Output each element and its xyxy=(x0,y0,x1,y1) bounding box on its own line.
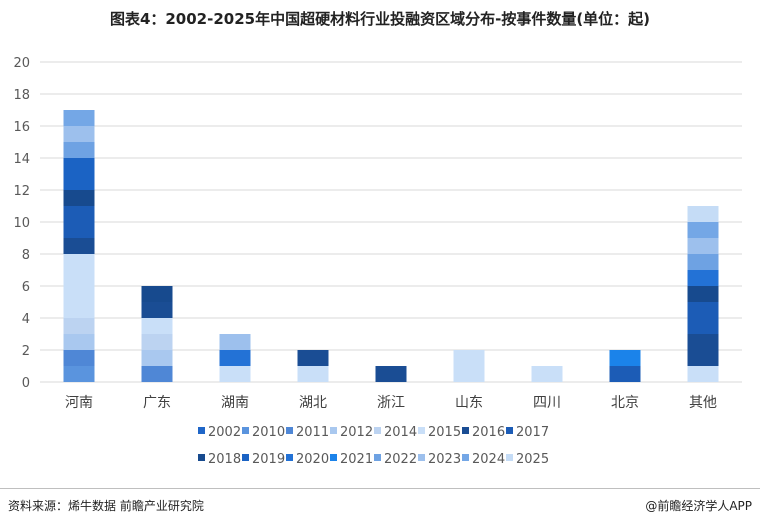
bar-segment xyxy=(141,366,173,382)
legend-label: 2025 xyxy=(516,452,549,467)
legend-label: 2020 xyxy=(296,452,329,467)
legend-swatch xyxy=(286,427,293,434)
bar-segment xyxy=(687,302,719,334)
legend-label: 2011 xyxy=(296,425,329,440)
legend-label: 2021 xyxy=(340,452,373,467)
chart-title: 图表4：2002-2025年中国超硬材料行业投融资区域分布-按事件数量(单位：起… xyxy=(109,10,651,28)
bar-segment xyxy=(297,366,329,382)
y-tick-label: 4 xyxy=(22,312,30,327)
y-tick-label: 12 xyxy=(13,184,30,199)
legend-label: 2002 xyxy=(208,425,241,440)
y-tick-label: 2 xyxy=(22,344,30,359)
bar-segment xyxy=(687,238,719,254)
source-note: 资料来源：烯牛数据 前瞻产业研究院 xyxy=(8,499,204,513)
bar-segment xyxy=(141,286,173,302)
bar-segment xyxy=(63,110,95,126)
legend-label: 2023 xyxy=(428,452,461,467)
bar-segment xyxy=(219,334,251,350)
credit-note: @前瞻经济学人APP xyxy=(645,499,752,513)
x-category-label: 浙江 xyxy=(377,395,405,411)
legend-swatch xyxy=(462,454,469,461)
legend-swatch xyxy=(242,454,249,461)
legend-swatch xyxy=(418,427,425,434)
legend-swatch xyxy=(462,427,469,434)
bar-segment xyxy=(63,142,95,158)
legend-label: 2010 xyxy=(252,425,285,440)
bar-segment xyxy=(141,350,173,366)
bar-segment xyxy=(687,222,719,238)
bar-segment xyxy=(63,126,95,142)
legend-swatch xyxy=(374,454,381,461)
y-tick-label: 6 xyxy=(22,280,30,295)
bar-segment xyxy=(609,366,641,382)
bar-segment xyxy=(63,238,95,254)
bar-segment xyxy=(63,318,95,334)
bar-segment xyxy=(63,350,95,366)
legend-label: 2022 xyxy=(384,452,417,467)
legend-label: 2016 xyxy=(472,425,505,440)
y-axis-ticks: 0 2 4 6 8 10 12 14 16 18 20 xyxy=(13,56,30,391)
legend-swatch xyxy=(330,427,337,434)
x-category-label: 四川 xyxy=(533,395,561,411)
legend-swatch xyxy=(374,427,381,434)
x-category-label: 其他 xyxy=(689,395,717,411)
bar-segment xyxy=(687,270,719,286)
legend-label: 2015 xyxy=(428,425,461,440)
bar-segment xyxy=(63,334,95,350)
x-category-label: 北京 xyxy=(611,395,639,411)
bar-segment xyxy=(141,302,173,318)
legend-swatch xyxy=(198,454,205,461)
y-tick-label: 16 xyxy=(13,120,30,135)
bar-segment xyxy=(531,366,563,382)
x-category-label: 湖北 xyxy=(299,395,327,411)
y-tick-label: 8 xyxy=(22,248,30,263)
bar-segment xyxy=(219,350,251,366)
bar-segment xyxy=(687,334,719,366)
y-tick-label: 20 xyxy=(13,56,30,71)
legend-swatch xyxy=(286,454,293,461)
legend-label: 2019 xyxy=(252,452,285,467)
bar-segment xyxy=(687,206,719,222)
bar-segment xyxy=(63,190,95,206)
legend-label: 2024 xyxy=(472,452,505,467)
bar-segment xyxy=(687,254,719,270)
bar-segment xyxy=(687,366,719,382)
y-tick-label: 14 xyxy=(13,152,30,167)
bar-segment xyxy=(609,350,641,366)
legend-label: 2012 xyxy=(340,425,373,440)
bar-segment xyxy=(63,366,95,382)
bar-segment xyxy=(687,286,719,302)
stacked-bar-chart: 0 2 4 6 8 10 12 14 16 18 20 河南 广东 湖南 湖北 浙江 山东 四川 北京 其他 200… xyxy=(13,56,742,467)
bar-segment xyxy=(297,350,329,366)
legend-swatch xyxy=(330,454,337,461)
bar-segment xyxy=(63,254,95,318)
footer-divider xyxy=(0,488,760,489)
legend-swatch xyxy=(242,427,249,434)
bar-segment xyxy=(219,366,251,382)
legend: 2002 2010 2011 2012 2014 2015 2016 2017 2018 2019… xyxy=(198,425,549,467)
x-axis-categories: 河南 广东 湖南 湖北 浙江 山东 四川 北京 其他 xyxy=(65,395,717,411)
legend-swatch xyxy=(506,427,513,434)
bar-segment xyxy=(63,158,95,190)
x-category-label: 河南 xyxy=(65,395,93,411)
y-tick-label: 18 xyxy=(13,88,30,103)
legend-label: 2018 xyxy=(208,452,241,467)
legend-swatch xyxy=(198,427,205,434)
x-category-label: 山东 xyxy=(455,395,483,411)
legend-swatch xyxy=(418,454,425,461)
bars xyxy=(63,110,719,382)
legend-label: 2017 xyxy=(516,425,549,440)
bar-segment xyxy=(453,350,485,382)
y-tick-label: 0 xyxy=(22,376,30,391)
legend-swatch xyxy=(506,454,513,461)
bar-segment xyxy=(141,318,173,334)
bar-segment xyxy=(141,334,173,350)
x-category-label: 湖南 xyxy=(221,395,249,411)
y-tick-label: 10 xyxy=(13,216,30,231)
x-category-label: 广东 xyxy=(143,395,171,411)
bar-segment xyxy=(63,206,95,238)
legend-label: 2014 xyxy=(384,425,417,440)
bar-segment xyxy=(375,366,407,382)
